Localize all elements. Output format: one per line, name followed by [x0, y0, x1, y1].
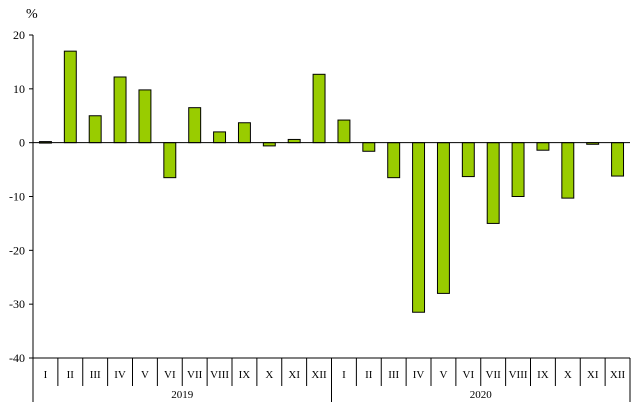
- x-category-label: II: [365, 369, 373, 381]
- x-category-label: VI: [164, 369, 176, 381]
- x-category-label: VI: [463, 369, 475, 381]
- y-axis-unit-label: %: [26, 7, 38, 22]
- x-category-label: III: [388, 369, 399, 381]
- bar-2020-IV: [412, 142, 426, 313]
- bar-2020-VIII: [511, 142, 525, 197]
- x-category-label: II: [67, 369, 75, 381]
- x-category-label: VIII: [509, 369, 528, 381]
- x-category-label: V: [141, 369, 149, 381]
- y-tick-label: -20: [9, 243, 25, 257]
- x-category-label: III: [90, 369, 101, 381]
- y-tick-label: 20: [13, 28, 25, 42]
- x-category-label: XII: [311, 369, 327, 381]
- x-category-label: VII: [486, 369, 502, 381]
- y-tick-label: -30: [9, 297, 25, 311]
- x-group-label: 2020: [470, 389, 493, 401]
- bar-2020-II: [362, 142, 376, 152]
- bar-2019-II: [63, 50, 77, 144]
- x-category-label: X: [564, 369, 572, 381]
- y-tick-label: -40: [9, 351, 25, 365]
- y-tick-label: 10: [13, 82, 25, 96]
- axes-group: [29, 34, 631, 402]
- x-category-label: I: [342, 369, 346, 381]
- bar-2019-VI: [163, 142, 177, 179]
- bar-2019-III: [88, 115, 102, 144]
- x-category-label: IV: [413, 369, 425, 381]
- x-group-label: 2019: [171, 389, 194, 401]
- bar-2020-XII: [611, 142, 625, 177]
- x-category-label: VII: [187, 369, 203, 381]
- y-tick-label: 0: [19, 136, 25, 150]
- bar-2020-V: [436, 142, 450, 294]
- x-category-label: XII: [610, 369, 626, 381]
- y-tick-label: -10: [9, 190, 25, 204]
- x-category-label: IX: [537, 369, 549, 381]
- bar-2020-VI: [461, 142, 475, 178]
- x-category-label: XI: [587, 369, 599, 381]
- bar-2020-IX: [536, 142, 550, 151]
- x-category-label: XI: [288, 369, 300, 381]
- bar-2020-I: [337, 119, 351, 144]
- bar-2019-IV: [113, 76, 127, 144]
- bar-2019-XII: [312, 73, 326, 144]
- x-category-label: VIII: [210, 369, 229, 381]
- x-category-label: IV: [114, 369, 126, 381]
- x-category-label: IX: [239, 369, 251, 381]
- x-category-label: V: [439, 369, 447, 381]
- bars-group: [38, 50, 625, 313]
- bar-2019-VIII: [213, 131, 227, 144]
- bar-2020-III: [387, 142, 401, 179]
- bar-2019-V: [138, 89, 152, 144]
- x-category-label: I: [44, 369, 48, 381]
- bar-2019-IX: [237, 122, 251, 144]
- bar-2019-VII: [188, 107, 202, 144]
- x-category-label: X: [265, 369, 273, 381]
- bar-2020-X: [561, 142, 575, 199]
- bar-2020-VII: [486, 142, 500, 224]
